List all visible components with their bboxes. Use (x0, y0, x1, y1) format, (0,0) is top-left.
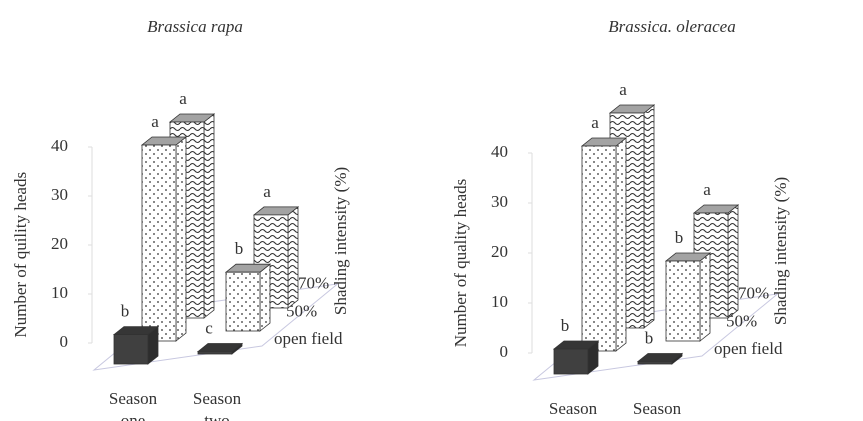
z-axis-title: Shading intensity (%) (331, 167, 350, 315)
significance-letter: b (675, 228, 684, 247)
significance-letter: a (619, 80, 627, 99)
y-tick-label: 40 (491, 142, 508, 161)
significance-letter: a (263, 182, 271, 201)
significance-letter: b (645, 328, 654, 347)
bar-front (553, 348, 589, 375)
bar-side (259, 263, 271, 332)
significance-letter: a (591, 113, 599, 132)
bar-front (141, 144, 177, 342)
y-tick-label: 40 (51, 136, 68, 155)
bar-side (615, 137, 627, 352)
x-tick-line: Season (549, 399, 598, 418)
x-tick-line: Season (633, 399, 682, 418)
y-tick-label: 20 (491, 242, 508, 261)
y-tick-label: 30 (51, 185, 68, 204)
y-tick-label: 20 (51, 234, 68, 253)
depth-label: 50% (726, 311, 757, 330)
x-tick-line: Season (193, 389, 242, 408)
chart-title: Brassica rapa (147, 17, 243, 36)
x-tick-line: two (204, 411, 230, 421)
x-tick-line: one (121, 411, 146, 421)
bar-side (643, 104, 655, 329)
z-axis-title: Shading intensity (%) (771, 177, 790, 325)
y-axis-title: Number of quility heads (11, 172, 30, 338)
y-tick-label: 0 (500, 342, 509, 361)
bar-front (197, 351, 233, 355)
y-tick-label: 0 (60, 332, 69, 351)
bar-front (665, 260, 701, 342)
bar-side (699, 252, 711, 342)
y-tick-label: 10 (51, 283, 68, 302)
bar-side (203, 113, 215, 319)
bar-front (113, 334, 149, 365)
bar-front (581, 145, 617, 352)
x-tick-label: Season one (109, 389, 158, 421)
bar-front (637, 361, 673, 365)
bar-front (225, 271, 261, 332)
depth-label: 50% (286, 301, 317, 320)
significance-letter: b (235, 239, 244, 258)
significance-letter: c (205, 318, 213, 337)
x-tick-line: Season (109, 389, 158, 408)
significance-letter: b (561, 316, 570, 335)
bar-side (175, 136, 187, 342)
depth-label: open field (714, 339, 783, 358)
significance-letter: b (121, 302, 130, 321)
significance-letter: a (151, 112, 159, 131)
y-tick-label: 10 (491, 292, 508, 311)
depth-label: 70% (738, 284, 769, 303)
bar-side (727, 204, 739, 319)
depth-label: 70% (298, 274, 329, 293)
significance-letter: a (179, 89, 187, 108)
chart-title: Brassica. oleracea (608, 17, 735, 36)
y-tick-label: 30 (491, 192, 508, 211)
y-axis-title: Number of quality heads (451, 179, 470, 348)
depth-label: open field (274, 329, 343, 348)
x-tick-label: Season two (193, 389, 242, 421)
bar-side (287, 206, 299, 309)
significance-letter: a (703, 180, 711, 199)
